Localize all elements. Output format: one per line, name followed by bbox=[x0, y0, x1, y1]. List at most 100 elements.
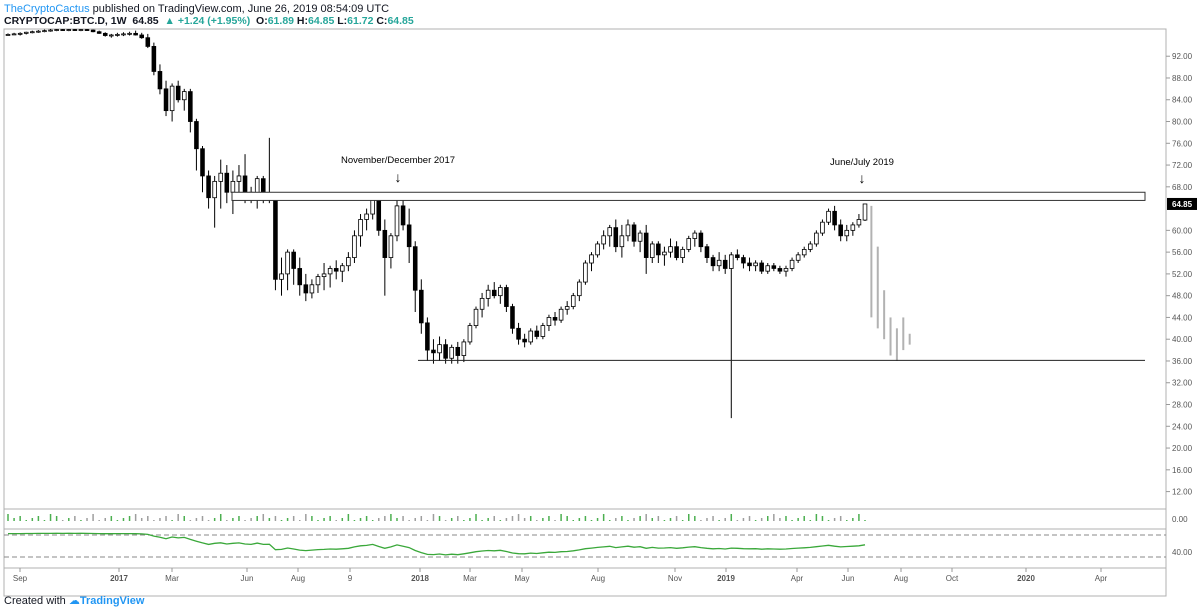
candle bbox=[686, 235, 692, 253]
y-tick-label: 36.00 bbox=[1172, 357, 1193, 366]
price-axis[interactable]: 92.00 88.00 84.00 80.00 76.00 72.00 68.00 60.00… bbox=[1166, 52, 1193, 497]
candle-body bbox=[826, 210, 831, 223]
candle bbox=[139, 32, 145, 39]
candle bbox=[157, 64, 163, 95]
annotation-jun-jul[interactable]: June/July 2019 bbox=[830, 157, 894, 168]
candles-group bbox=[5, 29, 868, 419]
time-axis[interactable]: Sep 2017 Mar Jun Aug 9 2018 Mar May Aug Nov 2019 Apr… bbox=[13, 568, 1108, 583]
candle-body bbox=[431, 349, 436, 354]
last-price-value: 64.85 bbox=[1172, 200, 1193, 209]
candle bbox=[194, 118, 199, 171]
candle bbox=[698, 230, 704, 253]
candle-body bbox=[716, 259, 722, 267]
candle-body bbox=[467, 325, 473, 343]
candle-body bbox=[455, 346, 461, 356]
candle-body bbox=[741, 257, 746, 264]
candle bbox=[412, 241, 418, 312]
candle bbox=[844, 224, 850, 242]
candle-body bbox=[583, 262, 588, 283]
candle-body bbox=[133, 32, 138, 36]
candle-body bbox=[352, 235, 357, 258]
candle bbox=[728, 252, 734, 419]
candle-body bbox=[631, 224, 637, 242]
x-tick-label: Jun bbox=[842, 574, 855, 583]
candle-body bbox=[84, 29, 90, 31]
candle-body bbox=[358, 219, 363, 237]
candle bbox=[656, 241, 661, 264]
candle-body bbox=[637, 232, 643, 242]
candle bbox=[200, 146, 205, 193]
candle bbox=[862, 203, 868, 221]
candle bbox=[473, 306, 479, 329]
x-tick-label: 2018 bbox=[411, 574, 429, 583]
candle-body bbox=[273, 196, 278, 280]
candle bbox=[637, 230, 643, 253]
candle-body bbox=[23, 31, 29, 34]
y-tick-label: 92.00 bbox=[1172, 52, 1193, 61]
candle bbox=[36, 30, 41, 33]
candle-body bbox=[692, 232, 698, 239]
candle-body bbox=[236, 175, 242, 182]
candle bbox=[327, 265, 333, 288]
candle-body bbox=[60, 29, 65, 31]
candle bbox=[777, 265, 783, 274]
candle bbox=[789, 257, 795, 272]
candle-body bbox=[425, 322, 430, 351]
x-tick-label: Aug bbox=[291, 574, 305, 583]
y-tick-label: 28.00 bbox=[1172, 401, 1193, 410]
author-link[interactable]: TheCryptoCactus bbox=[4, 3, 90, 15]
y-tick-label: 40.00 bbox=[1172, 335, 1193, 344]
candle bbox=[212, 175, 217, 228]
candle-body bbox=[382, 229, 388, 258]
ohlc-legend: CRYPTOCAP:BTC.D, 1W 64.85 ▲ +1.24 (+1.95… bbox=[4, 15, 414, 27]
symbol-name[interactable]: CRYPTOCAP:BTC.D, 1W bbox=[4, 15, 127, 27]
candle bbox=[17, 32, 23, 36]
x-tick-label: 2017 bbox=[110, 574, 128, 583]
candle bbox=[279, 257, 284, 296]
candle bbox=[589, 252, 594, 272]
candle bbox=[826, 208, 831, 225]
candle-body bbox=[601, 235, 606, 245]
candle-body bbox=[783, 268, 789, 272]
candle bbox=[23, 31, 29, 35]
candle bbox=[321, 263, 327, 291]
x-tick-label: 9 bbox=[348, 574, 353, 583]
resistance-zone[interactable] bbox=[231, 191, 1146, 201]
candle bbox=[54, 29, 59, 32]
candle-body bbox=[200, 148, 205, 177]
candle-body bbox=[856, 219, 862, 226]
up-arrow-icon: ▲ bbox=[164, 15, 175, 27]
projection-group bbox=[870, 205, 911, 361]
candle bbox=[613, 219, 619, 253]
volume-value-label: 0.00 bbox=[1172, 515, 1188, 524]
footer-text: Created with bbox=[4, 595, 66, 607]
candle-body bbox=[145, 37, 151, 47]
candle-body bbox=[17, 32, 23, 35]
footer-brand[interactable]: TradingView bbox=[79, 595, 145, 607]
candle-body bbox=[491, 289, 497, 297]
candle-body bbox=[36, 30, 41, 33]
candle bbox=[309, 279, 315, 299]
candle-body bbox=[115, 34, 120, 36]
candle bbox=[625, 219, 631, 242]
candle bbox=[765, 263, 771, 274]
candle bbox=[285, 249, 290, 291]
candle-body bbox=[346, 257, 351, 267]
candle bbox=[516, 322, 521, 345]
candle-body bbox=[315, 276, 321, 286]
candle bbox=[218, 159, 224, 209]
candle bbox=[814, 230, 819, 247]
candle bbox=[340, 263, 345, 283]
annotation-nov-dec[interactable]: November/December 2017 bbox=[341, 155, 455, 166]
candle bbox=[78, 29, 84, 32]
candle bbox=[127, 31, 132, 36]
x-tick-label: Nov bbox=[668, 574, 682, 583]
x-tick-label: Apr bbox=[1095, 574, 1108, 583]
candle-body bbox=[437, 344, 442, 354]
candle bbox=[662, 246, 667, 266]
candle bbox=[631, 222, 637, 247]
candle-body bbox=[728, 254, 734, 269]
candle-body bbox=[48, 29, 53, 32]
candle-body bbox=[242, 175, 248, 193]
